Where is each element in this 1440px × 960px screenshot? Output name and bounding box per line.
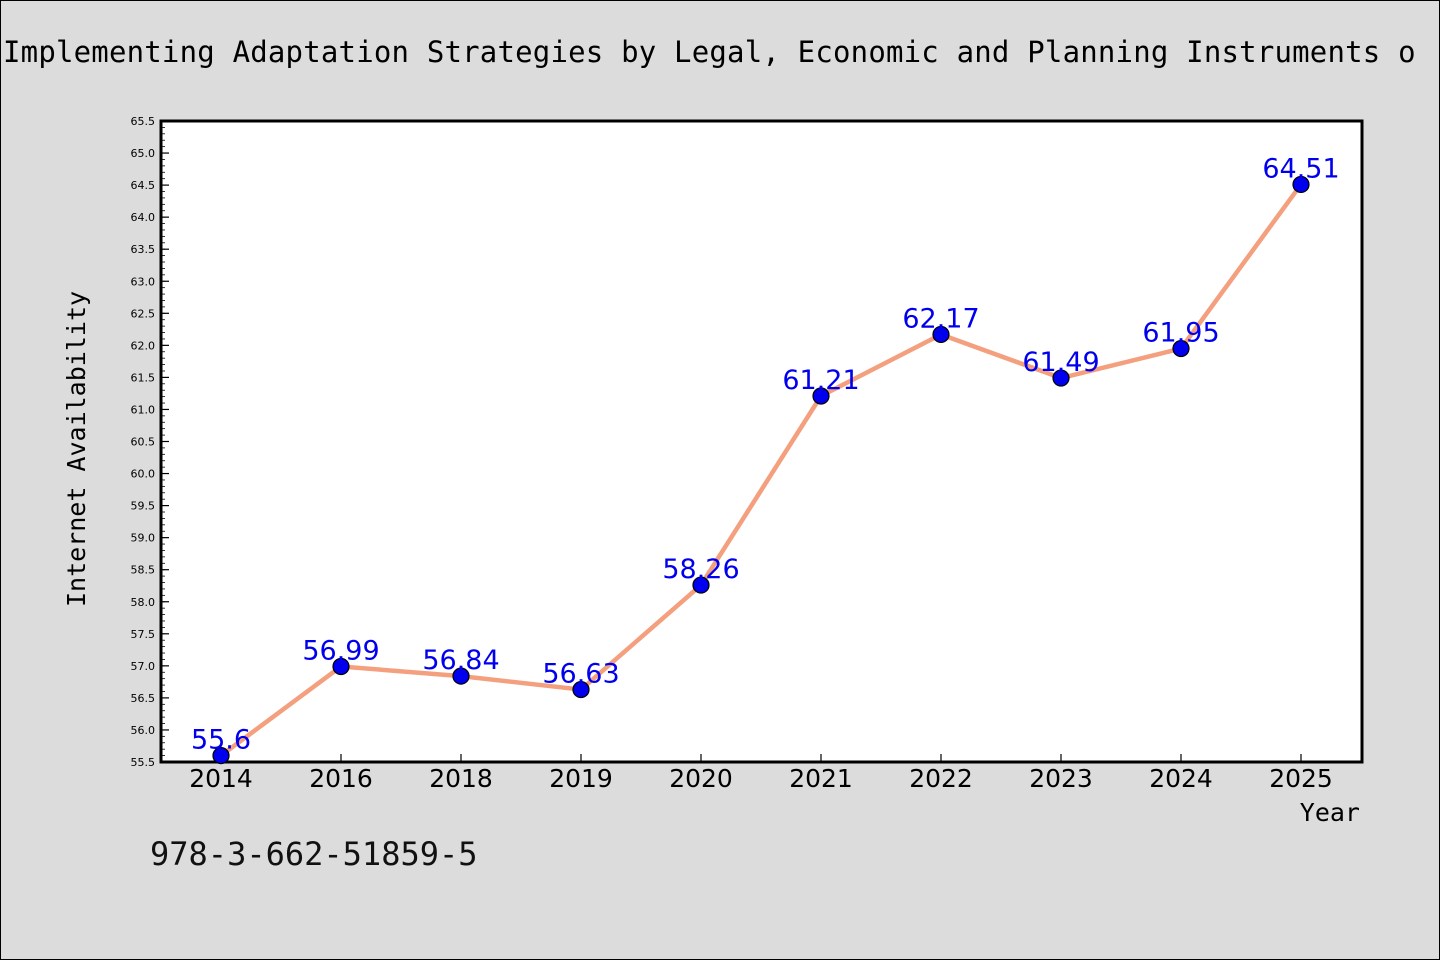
data-label: 61.21: [782, 365, 859, 396]
y-tick-label: 58.5: [131, 564, 156, 577]
x-tick-label: 2016: [309, 764, 373, 793]
y-tick-label: 58.0: [131, 596, 156, 609]
data-label: 58.26: [662, 554, 739, 585]
y-axis-label: Internet Availability: [62, 291, 91, 607]
data-point: [452, 667, 470, 685]
x-tick-label: 2019: [549, 764, 613, 793]
data-point: [572, 680, 590, 699]
data-point: [1172, 339, 1190, 358]
y-tick-label: 65.0: [131, 147, 156, 160]
y-tick-label: 65.5: [131, 115, 156, 128]
plot-area: [161, 121, 1362, 762]
data-label: 56.99: [302, 635, 379, 666]
y-tick-label: 64.5: [131, 179, 156, 192]
data-label: 56.63: [542, 659, 619, 690]
x-tick-label: 2022: [909, 764, 973, 793]
data-label: 61.49: [1022, 347, 1099, 378]
y-tick-label: 59.5: [131, 500, 156, 513]
data-point: [1292, 175, 1310, 194]
data-point: [1052, 369, 1070, 387]
x-tick-label: 2024: [1149, 764, 1213, 793]
y-tick-label: 57.0: [131, 660, 156, 673]
x-tick-label: 2021: [789, 764, 853, 793]
series-line: [219, 183, 1303, 758]
data-point: [692, 576, 710, 594]
isbn-text: 978-3-662-51859-5: [150, 835, 478, 873]
y-tick-label: 55.5: [131, 756, 156, 769]
data-point: [212, 746, 230, 765]
y-tick-label: 59.0: [131, 532, 156, 545]
y-tick-label: 62.5: [131, 307, 156, 320]
data-point: [812, 387, 830, 405]
chart-title: Implementing Adaptation Strategies by Le…: [3, 35, 1416, 69]
x-tick-label: 2025: [1269, 764, 1333, 793]
y-tick-label: 63.0: [131, 275, 156, 288]
data-point: [332, 657, 350, 676]
y-tick-label: 61.0: [131, 403, 156, 416]
plot-frame: [159, 119, 1364, 764]
data-label: 61.95: [1142, 318, 1219, 349]
y-tick-label: 60.5: [131, 436, 156, 449]
data-label: 62.17: [902, 303, 979, 334]
data-label: 55.6: [191, 725, 251, 756]
y-tick-label: 64.0: [131, 211, 156, 224]
x-tick-label: 2020: [669, 764, 733, 793]
x-tick-label: 2018: [429, 764, 493, 793]
y-tick-label: 63.5: [131, 243, 156, 256]
y-tick-label: 57.5: [131, 628, 156, 641]
data-label: 56.84: [422, 645, 499, 676]
y-tick-label: 61.5: [131, 371, 156, 384]
x-axis-label: Year: [1300, 798, 1360, 827]
data-point: [932, 325, 950, 344]
y-tick-label: 56.0: [131, 724, 156, 737]
x-tick-label: 2023: [1029, 764, 1093, 793]
y-tick-label: 62.0: [131, 339, 156, 352]
data-label: 64.51: [1262, 153, 1339, 184]
x-tick-label: 2014: [189, 764, 253, 793]
y-tick-label: 56.5: [131, 692, 156, 705]
y-tick-label: 60.0: [131, 468, 156, 481]
